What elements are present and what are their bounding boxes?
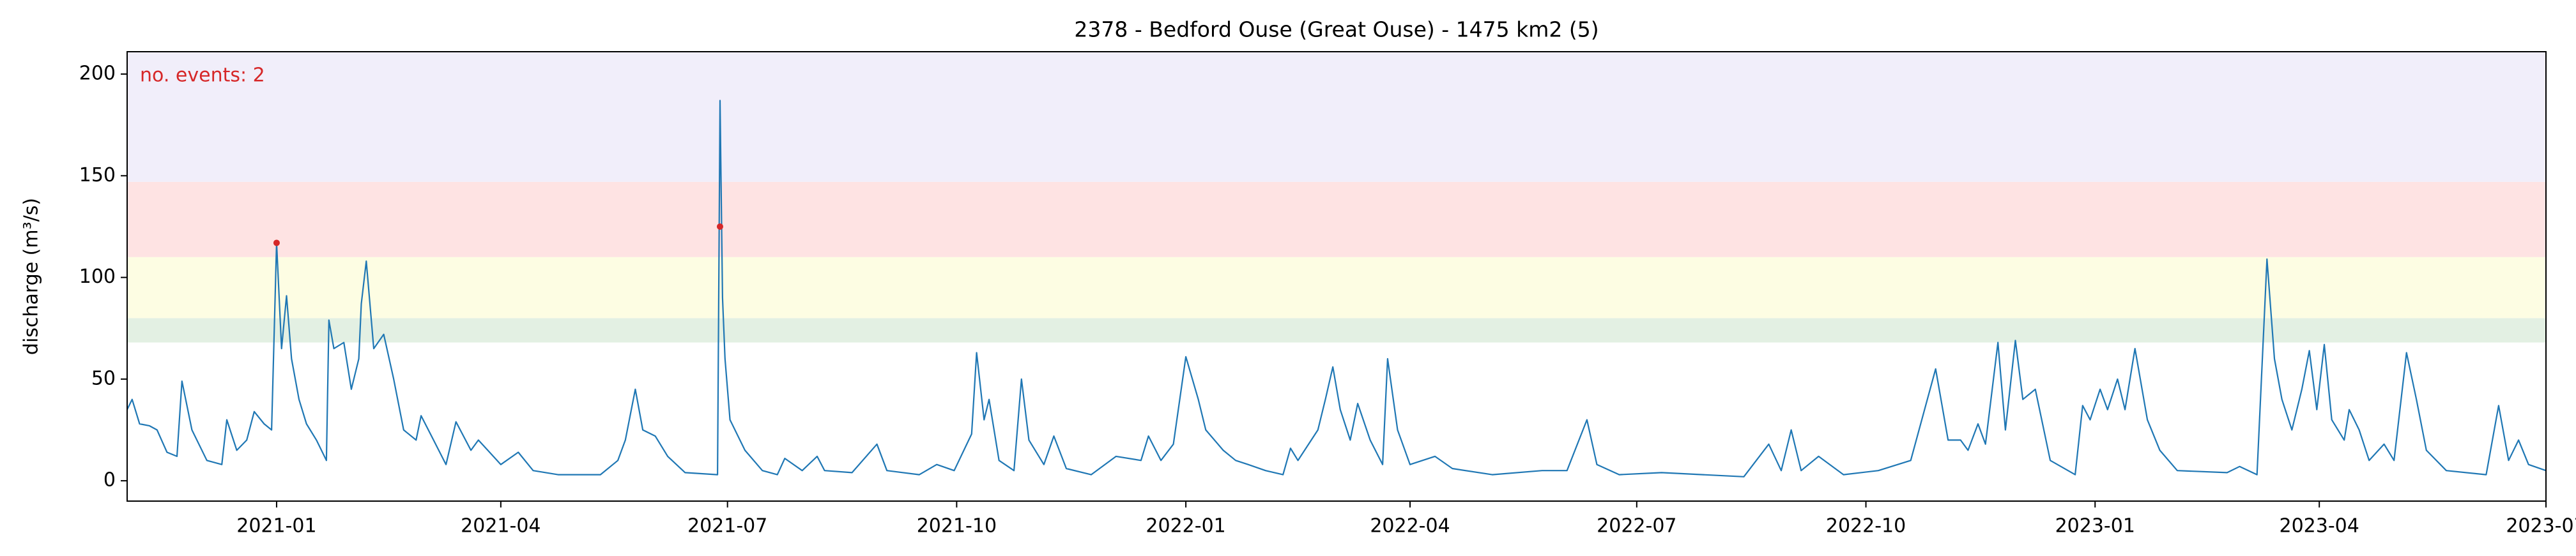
x-tick-label: 2021-10 xyxy=(917,515,997,537)
discharge-line xyxy=(126,100,2547,477)
x-tick-label: 2023-07 xyxy=(2506,515,2576,537)
chart-title: 2378 - Bedford Ouse (Great Ouse) - 1475 … xyxy=(1074,17,1598,42)
x-tick-label: 2021-04 xyxy=(461,515,540,537)
x-tick-label: 2022-01 xyxy=(1146,515,1225,537)
y-tick-label: 50 xyxy=(91,367,116,389)
x-tick-label: 2022-07 xyxy=(1597,515,1676,537)
y-tick-label: 100 xyxy=(79,266,116,288)
y-tick-label: 0 xyxy=(103,469,116,492)
threshold-band xyxy=(127,318,2546,343)
x-tick-label: 2023-01 xyxy=(2055,515,2135,537)
event-count: no. events: 2 xyxy=(140,64,265,87)
x-tick-label: 2022-04 xyxy=(1370,515,1450,537)
x-tick-label: 2023-04 xyxy=(2280,515,2359,537)
threshold-band xyxy=(127,181,2546,257)
y-tick-label: 150 xyxy=(79,164,116,186)
x-tick-label: 2021-01 xyxy=(236,515,316,537)
x-tick-label: 2022-10 xyxy=(1826,515,1906,537)
threshold-band xyxy=(127,52,2546,182)
plot-frame xyxy=(126,51,2547,502)
event-point xyxy=(273,239,280,246)
event-point xyxy=(716,223,723,230)
y-axis-label: discharge (m³/s) xyxy=(20,198,43,355)
y-tick-label: 200 xyxy=(79,63,116,85)
x-tick-label: 2021-07 xyxy=(687,515,767,537)
threshold-band xyxy=(127,257,2546,319)
